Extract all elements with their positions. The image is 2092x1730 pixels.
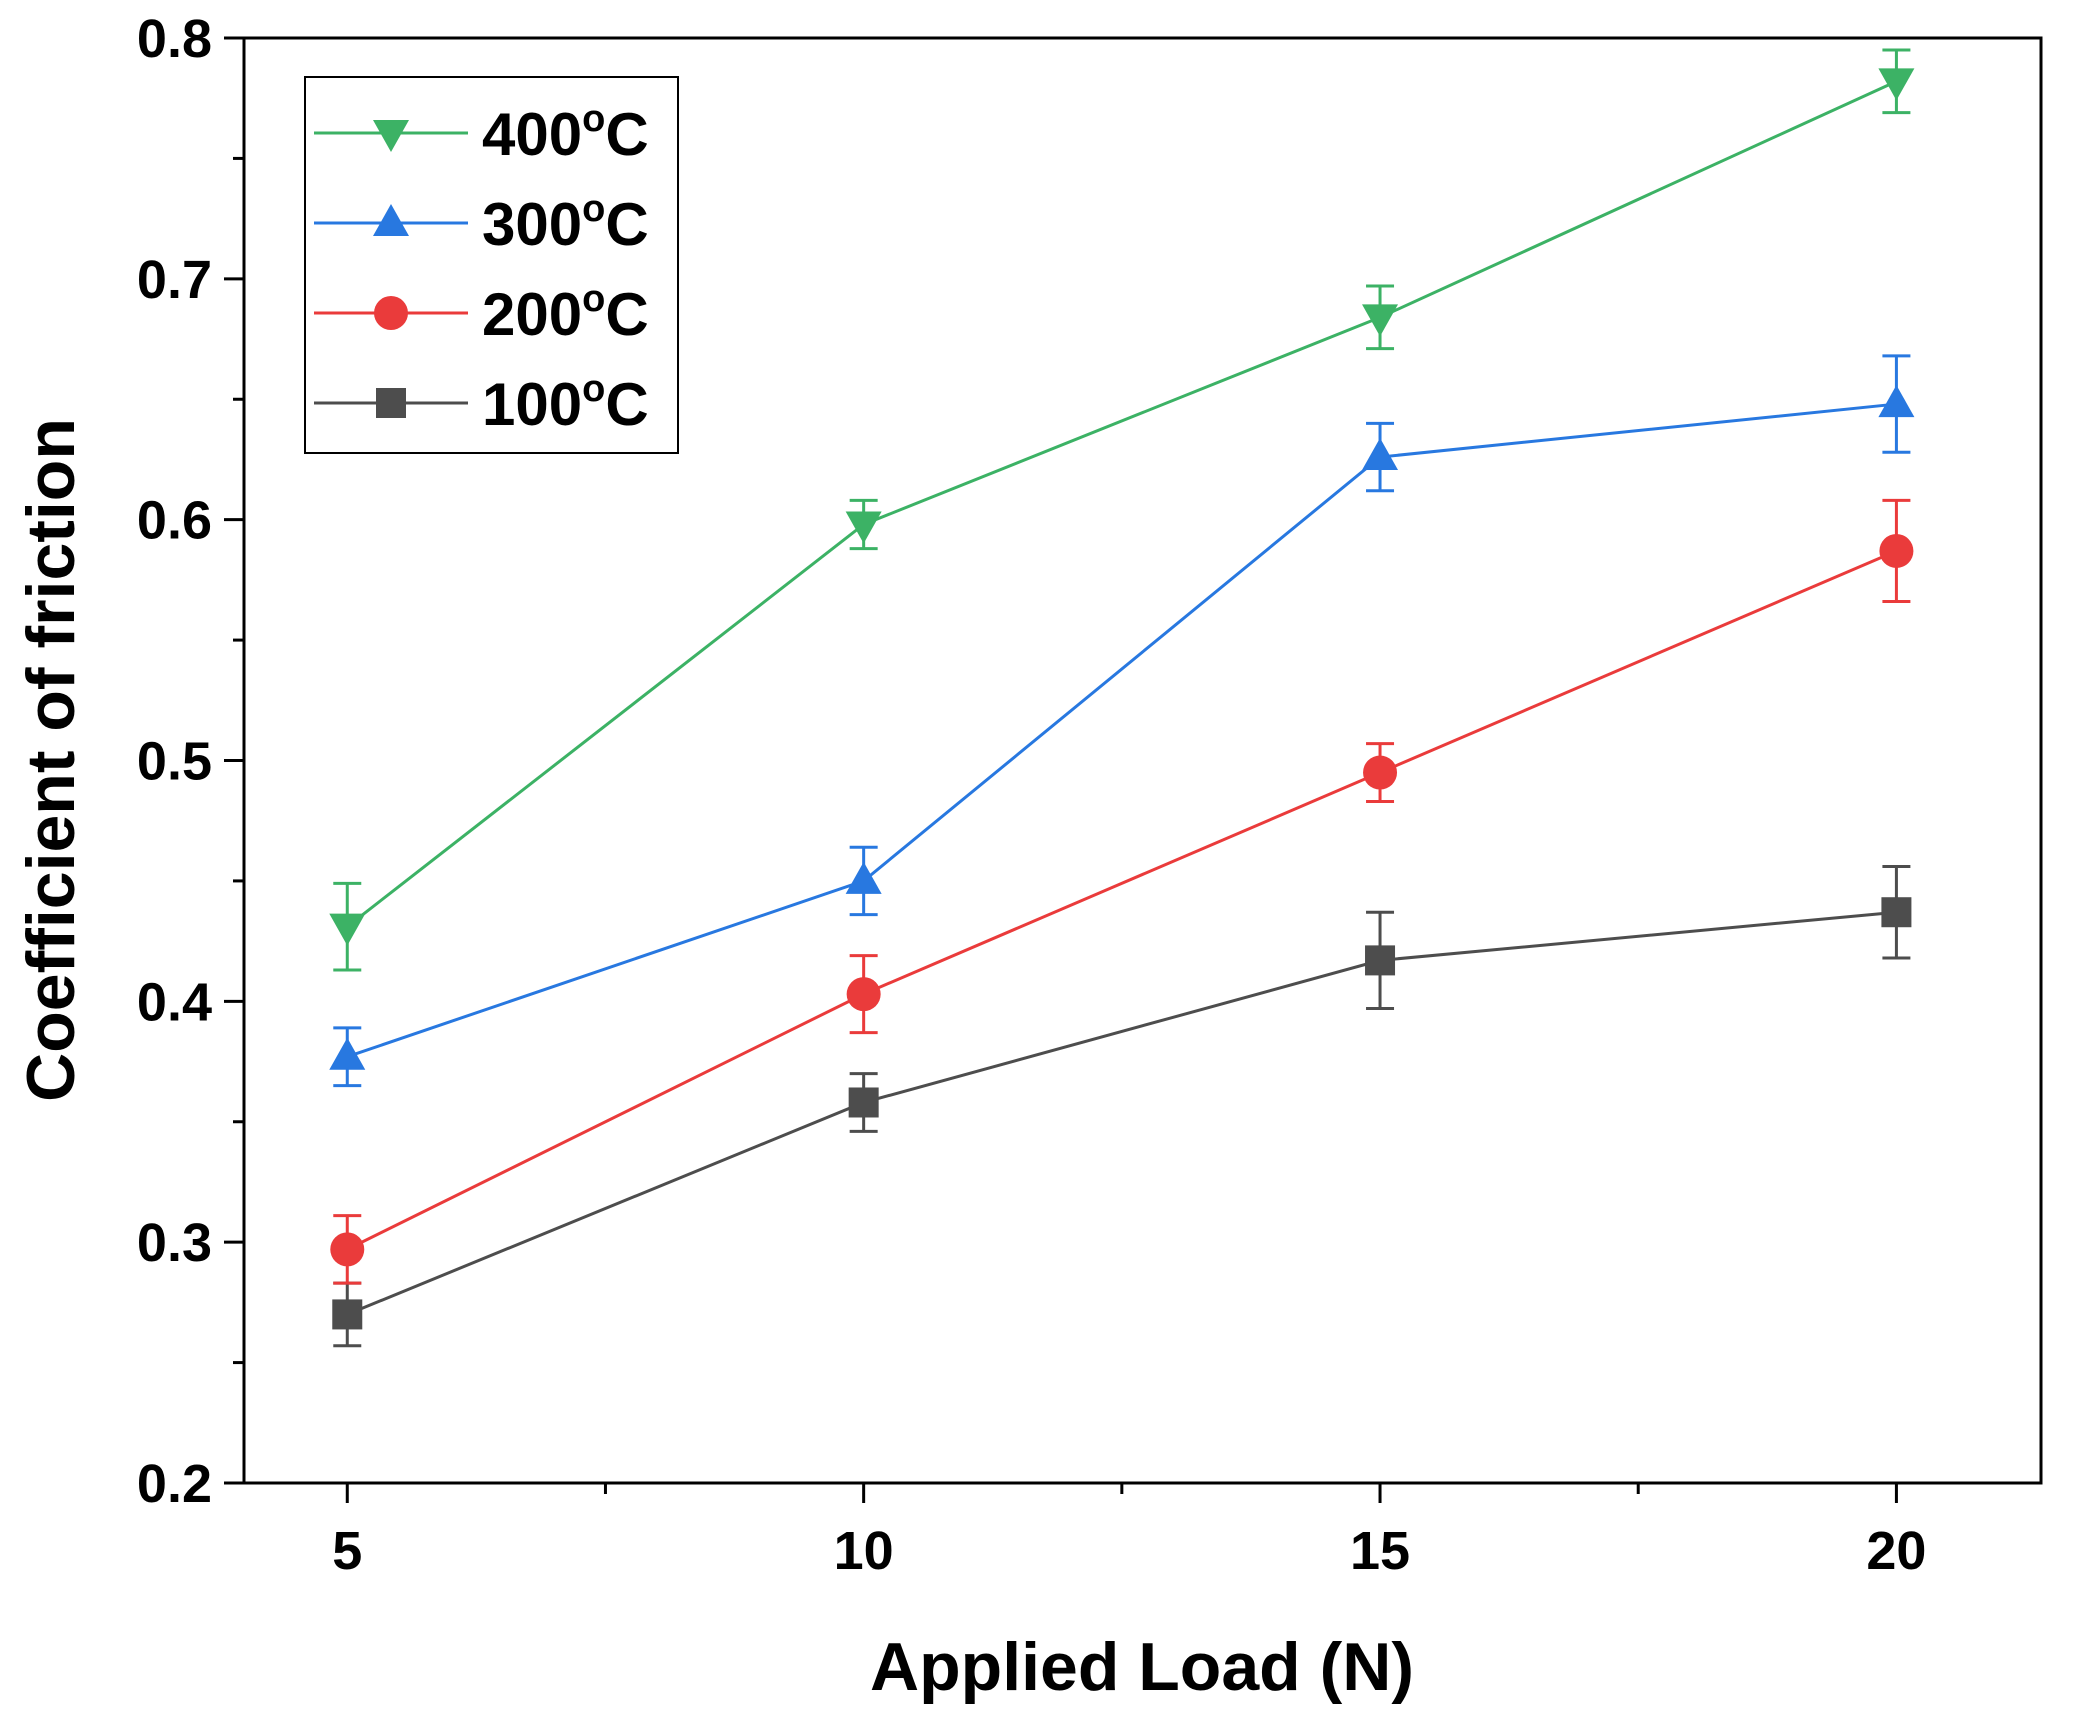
legend-label-unit: C <box>605 281 648 348</box>
series-100 <box>332 864 1912 1348</box>
y-tick-label: 0.6 <box>137 491 212 551</box>
x-tick-label: 5 <box>332 1521 362 1581</box>
legend-item: 200oC <box>314 278 649 348</box>
series-line <box>346 79 1898 928</box>
legend-label-degree: o <box>582 368 605 410</box>
legend-marker <box>373 204 409 236</box>
series-400 <box>329 48 1915 972</box>
x-tick-label: 10 <box>834 1521 894 1581</box>
series-line <box>346 549 1898 1251</box>
series-300 <box>329 354 1915 1088</box>
data-point <box>1881 897 1912 928</box>
data-point <box>1878 385 1915 418</box>
legend-item: 400oC <box>314 98 649 168</box>
legend-marker <box>376 388 406 418</box>
legend-label-unit: C <box>605 191 648 258</box>
legend-label-value: 100 <box>482 371 582 438</box>
legend-label: 300oC <box>482 188 649 258</box>
data-point <box>1879 533 1914 568</box>
y-tick-label: 0.4 <box>137 972 212 1032</box>
series-layer <box>329 48 1915 1348</box>
series-line <box>346 402 1897 1059</box>
y-axis-title: Coefficient of friction <box>13 418 89 1102</box>
legend-box <box>304 76 679 454</box>
data-point <box>1363 755 1398 790</box>
legend-label: 100oC <box>482 368 649 438</box>
legend-item: 100oC <box>314 368 649 438</box>
legend-label-unit: C <box>605 101 648 168</box>
legend-label-value: 200 <box>482 281 582 348</box>
data-point <box>332 1299 363 1330</box>
data-point <box>329 1037 366 1070</box>
legend-marker <box>374 296 408 330</box>
data-point <box>329 913 366 946</box>
series-200 <box>330 498 1914 1285</box>
legend-label-degree: o <box>582 278 605 320</box>
data-point <box>845 511 882 544</box>
data-point <box>330 1232 365 1267</box>
data-point <box>1362 438 1399 471</box>
x-axis-title: Applied Load (N) <box>870 1629 1414 1705</box>
x-tick-label: 20 <box>1866 1521 1926 1581</box>
series-line <box>346 910 1897 1316</box>
legend-label: 200oC <box>482 278 649 348</box>
y-tick-label: 0.2 <box>137 1454 212 1514</box>
legend-label: 400oC <box>482 98 649 168</box>
legend-label-unit: C <box>605 371 648 438</box>
data-point <box>1365 945 1396 976</box>
data-point <box>845 861 882 894</box>
legend-label-value: 300 <box>482 191 582 258</box>
legend-item: 300oC <box>314 188 649 258</box>
y-tick-label: 0.7 <box>137 250 212 310</box>
data-point <box>1878 68 1915 101</box>
legend-label-degree: o <box>582 188 605 230</box>
x-axis: 5 10 15 20 <box>332 1483 1926 1581</box>
y-tick-label: 0.8 <box>137 9 212 69</box>
y-axis: 0.2 0.3 0.4 0.5 0.6 0.7 0.8 <box>137 9 244 1514</box>
legend-label-degree: o <box>582 98 605 140</box>
y-tick-label: 0.3 <box>137 1213 212 1273</box>
y-tick-label: 0.5 <box>137 732 212 792</box>
data-point <box>846 977 881 1012</box>
data-point <box>1362 304 1399 337</box>
legend-marker <box>373 120 409 152</box>
legend-label-value: 400 <box>482 101 582 168</box>
x-tick-label: 15 <box>1350 1521 1410 1581</box>
data-point <box>848 1087 879 1118</box>
